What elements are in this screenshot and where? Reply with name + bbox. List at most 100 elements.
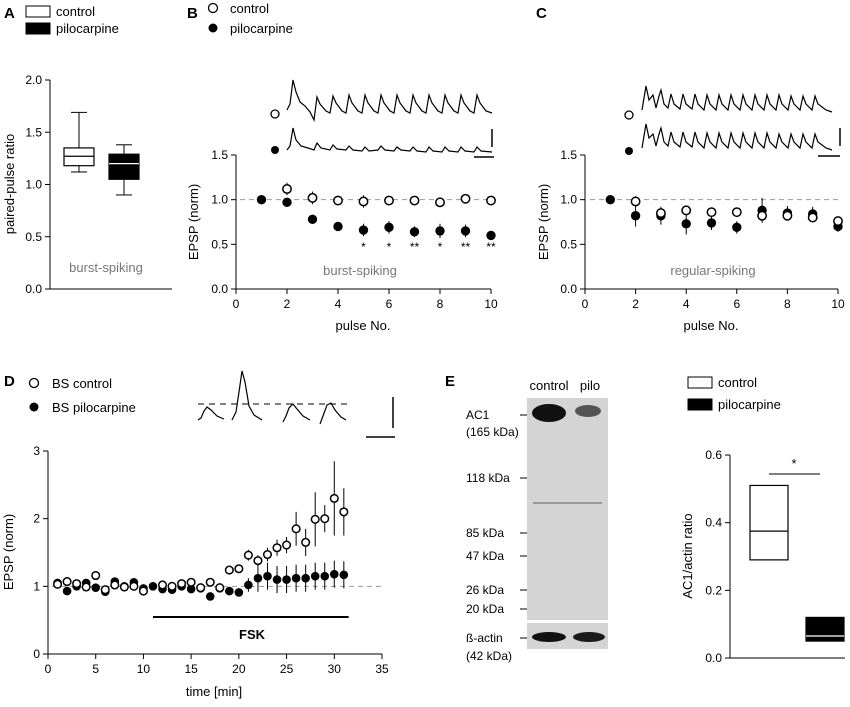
panel-b-label: B: [187, 5, 198, 22]
panel-c-xlabel: pulse No.: [684, 318, 739, 333]
panel-d-point-control: [110, 580, 120, 590]
panel-b-point-pilocarpine: [282, 197, 292, 208]
blot-ac1-band-pilo: [575, 405, 601, 417]
panel-c-point-control: [833, 216, 843, 227]
panel-d-bar-label: FSK: [239, 627, 266, 642]
blot-actin-band-control: [532, 632, 566, 642]
panel-e: E control pilo AC1 (165 kDa) 118 kDa 85 kDa…: [445, 373, 845, 665]
blot-marker-label: 47 kDa: [466, 549, 504, 563]
panel-d-label: D: [4, 373, 15, 390]
panel-d-xtick-label: 15: [184, 662, 198, 676]
blot-marker-label: 26 kDa: [466, 583, 504, 597]
panel-b-point-pilocarpine: [358, 225, 369, 235]
panel-b-xtick-label: 4: [335, 297, 342, 311]
panel-c-point-control: [807, 212, 818, 223]
panel-d-point-control: [167, 581, 177, 591]
panel-b-xtick-label: 6: [386, 297, 393, 311]
panel-c-point-control: [681, 205, 692, 216]
panel-d-point-control: [138, 586, 148, 596]
panel-d-point-pilocarpine: [62, 586, 72, 596]
panel-d-point-control: [320, 514, 330, 524]
panel-d-point-pilocarpine: [234, 588, 244, 597]
panel-d-point-control: [301, 537, 311, 547]
panel-d-point-control: [205, 577, 215, 587]
panel-e-ytick-label: 0.2: [705, 583, 722, 597]
legend-b-pilocarpine-marker: [208, 23, 218, 33]
panel-b-ytick-label: 0.0: [211, 282, 228, 296]
trace-b-control: [286, 79, 493, 123]
inset-d-trace-4: [319, 402, 347, 425]
panel-b-xtick-label: 10: [484, 297, 498, 311]
panel-d-point-control: [310, 514, 320, 524]
panel-c: C 0.0 0.5 1.0 1.5 0 2 4 6 8 10 EPSP (norm) pulse…: [536, 5, 845, 333]
panel-d-point-control: [224, 565, 234, 575]
panel-a: A control pilocarpine 0.0 0.5 1.0 1.5 2.0 pa…: [2, 4, 172, 296]
legend-d-control-marker: [28, 377, 40, 389]
panel-b-ytick-label: 1.5: [211, 148, 228, 162]
trace-c-control: [641, 85, 833, 113]
panel-d-point-control: [72, 579, 82, 589]
panel-c-point-pilocarpine: [681, 219, 691, 229]
panel-d-point-control: [129, 581, 139, 591]
inset-d-trace-1: [197, 406, 225, 421]
panel-e-ytick-label: 0.4: [705, 516, 722, 530]
panel-b-point-control: [384, 195, 394, 206]
panel-c-label: C: [536, 5, 547, 22]
panel-d-ytick-label: 2: [33, 512, 40, 526]
panel-b-xtick-label: 2: [284, 297, 291, 311]
panel-b-point-control: [460, 193, 471, 204]
panel-d-point-pilocarpine: [205, 592, 215, 601]
panel-d-point-control: [272, 543, 282, 553]
blot-ac1-membrane: [527, 398, 608, 620]
blot-marker-label: 85 kDa: [466, 526, 504, 540]
panel-d-point-control: [243, 550, 253, 560]
panel-b-point-pilocarpine: [333, 221, 343, 232]
panel-a-ytick-label: 2.0: [25, 73, 42, 87]
panel-d-point-control: [253, 556, 263, 566]
panel-e-sig-mark: *: [791, 456, 796, 471]
legend-d-control: BS control: [52, 376, 112, 391]
panel-b-sig-mark: *: [438, 240, 443, 254]
legend-e-control-swatch: [687, 376, 713, 389]
panel-b-point-pilocarpine: [384, 222, 394, 233]
legend-d-pilocarpine: BS pilocarpine: [52, 400, 136, 415]
inset-d-trace-2: [231, 370, 263, 421]
panel-b-sig-mark: **: [461, 240, 471, 254]
trace-b-pilocarpine: [286, 127, 493, 153]
panel-a-box-pilocarpine: [108, 153, 140, 180]
panel-d-point-pilocarpine: [148, 582, 158, 591]
panel-b-point-control: [333, 195, 343, 206]
panel-a-ytick-label: 0.5: [25, 230, 42, 244]
legend-b-control-marker: [207, 2, 219, 14]
panel-d-point-pilocarpine: [320, 571, 330, 581]
panel-d-xtick-label: 30: [328, 662, 342, 676]
panel-a-ytick-label: 1.0: [25, 178, 42, 192]
panel-d-point-control: [100, 585, 110, 595]
panel-b-note: burst-spiking: [323, 263, 397, 278]
panel-a-ylabel: paired-pulse ratio: [2, 134, 17, 234]
panel-d-xtick-label: 35: [375, 662, 389, 676]
panel-d-point-pilocarpine: [291, 573, 301, 583]
panel-d-point-control: [177, 579, 187, 589]
panel-b-ylabel: EPSP (norm): [186, 184, 201, 260]
panel-d-xtick-label: 0: [45, 662, 52, 676]
panel-b-sig-mark: **: [486, 240, 496, 254]
trace-b-pilocarpine-marker: [271, 146, 279, 154]
panel-d-point-pilocarpine: [329, 569, 339, 579]
panel-b-xlabel: pulse No.: [336, 318, 391, 333]
blot-lane-pilo: pilo: [580, 378, 600, 393]
panel-b-xtick-label: 8: [437, 297, 444, 311]
panel-c-xtick-label: 8: [784, 297, 791, 311]
panel-b-point-pilocarpine: [435, 226, 445, 236]
panel-c-point-control: [630, 196, 641, 207]
panel-d-point-pilocarpine: [272, 575, 282, 584]
trace-c-pilocarpine: [641, 123, 833, 151]
legend-b-pilocarpine: pilocarpine: [230, 21, 293, 36]
inset-d-trace-3: [282, 403, 311, 423]
panel-d-point-pilocarpine: [253, 573, 263, 583]
blot-marker-label: 118 kDa: [466, 471, 510, 485]
panel-d-point-control: [157, 580, 168, 590]
panel-d-point-control: [262, 549, 273, 560]
panel-b-xtick-label: 0: [233, 297, 240, 311]
panel-c-point-pilocarpine: [706, 218, 717, 228]
